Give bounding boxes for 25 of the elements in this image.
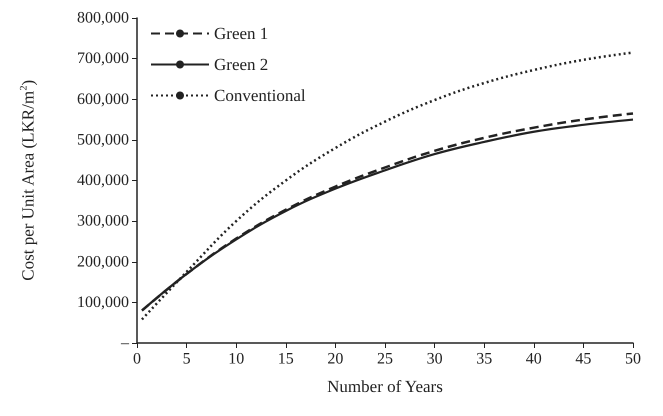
x-tick-label: 45: [575, 350, 592, 368]
legend-label: Green 1: [214, 24, 268, 43]
x-tick-label: 15: [278, 350, 294, 368]
y-tick-label: 200,000: [77, 253, 129, 270]
y-tick-label: 500,000: [77, 131, 129, 148]
x-tick-label: 10: [228, 350, 244, 368]
x-tick-label: 20: [327, 350, 344, 368]
y-tick-label: 600,000: [77, 90, 129, 108]
y-tick-label: 800,000: [77, 10, 129, 26]
y-tick-label: 700,000: [77, 50, 129, 68]
x-tick-label: 5: [182, 350, 191, 368]
y-tick-label: 400,000: [77, 172, 129, 189]
x-tick-label: 30: [426, 350, 443, 368]
x-tick-label: 0: [133, 350, 141, 368]
x-axis-title: Number of Years: [327, 377, 443, 396]
legend-label: Green 2: [214, 55, 268, 74]
y-tick-label: 300,000: [77, 212, 129, 230]
y-tick-label: 100,000: [77, 294, 129, 311]
x-tick-label: 35: [476, 350, 492, 368]
x-tick-label: 50: [625, 350, 641, 368]
y-axis-title: Cost per Unit Area (LKR/m2): [18, 80, 38, 281]
legend-label: Conventional: [214, 86, 306, 105]
y-tick-label: –: [120, 334, 130, 352]
x-tick-label: 40: [526, 350, 542, 368]
x-tick-label: 25: [377, 350, 393, 368]
